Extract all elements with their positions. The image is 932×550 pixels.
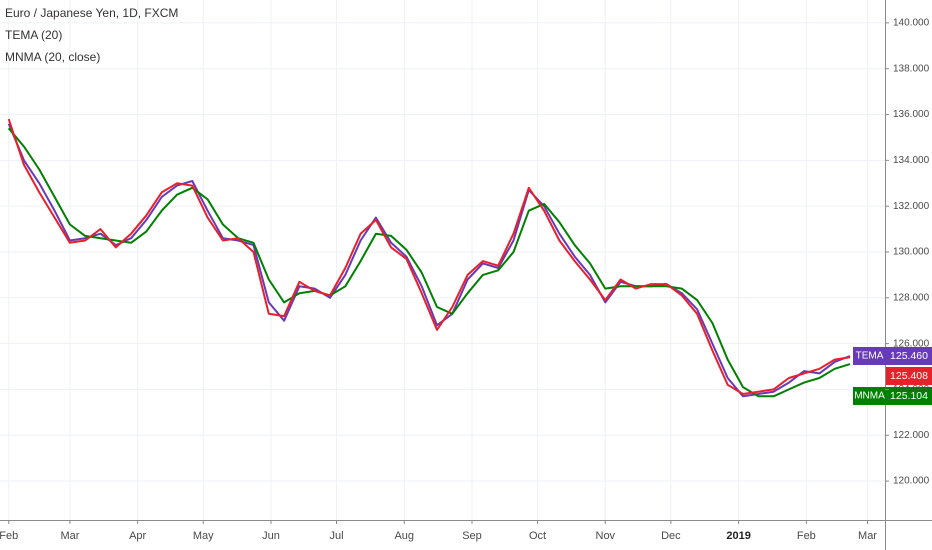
y-tick-label: 136.000 bbox=[893, 109, 930, 120]
y-tick-label: 128.000 bbox=[893, 292, 930, 303]
legend-entry: MNMA (20, close) bbox=[5, 50, 100, 64]
x-tick-label: Mar bbox=[60, 530, 79, 542]
y-tick-label: 120.000 bbox=[893, 476, 930, 487]
x-tick-label: Aug bbox=[394, 530, 414, 542]
plot bbox=[7, 118, 851, 398]
y-tick-label: 140.000 bbox=[893, 18, 930, 29]
y-tick-label: 124.000 bbox=[893, 384, 930, 395]
grid bbox=[0, 0, 885, 520]
price-tag-box bbox=[886, 346, 932, 365]
series-tag-label: MNMA bbox=[854, 391, 885, 402]
x-tick-label: 2019 bbox=[726, 530, 750, 542]
y-tick-label: 134.000 bbox=[893, 155, 930, 166]
y-tick-label: 122.000 bbox=[893, 430, 930, 441]
x-tick-label: Jun bbox=[262, 530, 280, 542]
x-tick-label: Feb bbox=[0, 530, 18, 542]
price-tag-label: 125.408 bbox=[890, 370, 928, 382]
x-tick-label: Oct bbox=[529, 530, 546, 542]
line bbox=[7, 118, 851, 395]
price-tag-label: 125.460 bbox=[890, 350, 928, 362]
x-tick-label: May bbox=[193, 530, 214, 542]
price-tag-box bbox=[886, 366, 932, 385]
price-tag-box bbox=[886, 386, 932, 405]
chart-title: Euro / Japanese Yen, 1D, FXCM bbox=[5, 6, 178, 20]
series-tag-label: TEMA bbox=[856, 351, 884, 362]
y-tick-label: 132.000 bbox=[893, 201, 930, 212]
x-tick-label: Nov bbox=[596, 530, 616, 542]
legend-entry: TEMA (20) bbox=[5, 28, 62, 42]
line bbox=[7, 123, 851, 398]
x-tick-label: Jul bbox=[329, 530, 343, 542]
y-tick-label: 138.000 bbox=[893, 63, 930, 74]
x-tick-label: Mar bbox=[858, 530, 877, 542]
x-tick-label: Apr bbox=[129, 530, 146, 542]
price-tags: 125.460 TEMA 125.408 125.104 MNMA bbox=[853, 346, 932, 405]
x-tick-label: Sep bbox=[462, 530, 482, 542]
line bbox=[7, 127, 851, 398]
series-tag-box bbox=[853, 346, 886, 365]
series-tag-box bbox=[853, 386, 886, 405]
y-tick-label: 126.000 bbox=[893, 338, 930, 349]
y-tick-label: 130.000 bbox=[893, 247, 930, 258]
x-tick-label: Dec bbox=[661, 530, 681, 542]
price-tag-label: 125.104 bbox=[890, 390, 928, 402]
x-tick-label: Feb bbox=[797, 530, 816, 542]
